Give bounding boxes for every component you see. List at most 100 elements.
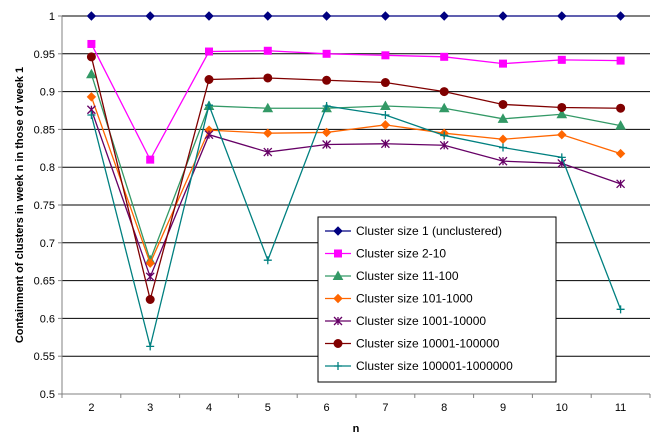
x-tick-label: 4 [206, 402, 212, 414]
data-point [438, 102, 450, 113]
data-point [322, 75, 332, 85]
series-7 [87, 101, 625, 351]
legend-marker [333, 339, 343, 348]
data-point [86, 52, 96, 62]
x-axis-title: n [353, 423, 360, 434]
data-point [616, 179, 626, 189]
data-point [498, 99, 508, 109]
series-1 [86, 11, 626, 21]
data-point [205, 47, 213, 56]
legend-label: Cluster size 1 (unclustered) [356, 224, 502, 238]
x-axis-ticks: 2 3 4 5 6 7 8 9 10 11 [61, 394, 651, 414]
data-point [499, 59, 507, 68]
data-point [263, 256, 272, 265]
data-point [204, 75, 214, 85]
series-line [90, 96, 621, 265]
data-point [204, 130, 214, 140]
y-tick-label: 0.75 [34, 200, 55, 212]
x-tick-label: 2 [88, 402, 94, 414]
data-point [615, 120, 626, 130]
data-point [380, 11, 391, 21]
data-point [321, 11, 332, 21]
legend-marker [333, 226, 343, 236]
legend-entry: Cluster size 2-10 [325, 247, 446, 261]
y-tick-label: 0.55 [34, 351, 55, 363]
data-point [439, 140, 449, 150]
data-point [322, 101, 331, 110]
series-line [90, 74, 621, 263]
x-tick-label: 5 [265, 402, 271, 414]
data-point [557, 153, 566, 162]
data-point [262, 102, 274, 113]
y-tick-label: 0.85 [34, 124, 55, 136]
data-point [263, 11, 273, 21]
data-point [322, 140, 332, 149]
legend-label: Cluster size 101-1000 [356, 292, 473, 306]
y-axis-ticks: 0.5 0.55 0.6 0.65 0.7 0.75 0.8 0.85 0.9 0.95 1 [34, 11, 62, 401]
y-axis-title: Containment of clusters in week n in tho… [14, 67, 26, 343]
legend-marker [332, 270, 344, 280]
legend-marker [333, 293, 343, 304]
legend-marker [334, 362, 342, 370]
legend-marker [333, 316, 343, 326]
data-point [616, 305, 625, 314]
x-tick-label: 9 [500, 402, 506, 414]
legend-entry: Cluster size 11-100 [325, 269, 459, 283]
x-tick-label: 11 [615, 402, 626, 414]
data-point [497, 113, 509, 123]
data-point [263, 73, 273, 83]
y-tick-label: 0.9 [40, 87, 55, 99]
data-point [557, 129, 567, 140]
data-point [87, 39, 96, 48]
data-point [146, 155, 155, 164]
data-point [321, 127, 332, 138]
legend-entry: Cluster size 1 (unclustered) [325, 224, 502, 238]
y-tick-label: 0.8 [40, 162, 55, 174]
legend-label: Cluster size 100001-1000000 [356, 359, 513, 373]
data-point [263, 46, 272, 55]
data-point [87, 111, 96, 120]
data-point [616, 56, 625, 65]
y-tick-label: 1 [49, 11, 55, 23]
data-point [86, 92, 97, 102]
data-point [145, 258, 155, 268]
x-tick-label: 6 [324, 402, 330, 414]
legend-label: Cluster size 1001-10000 [356, 314, 486, 328]
data-point [439, 87, 449, 97]
plot-area: 0.5 0.55 0.6 0.65 0.7 0.75 0.8 0.85 0.9 0.95 1 2 3 4… [34, 11, 651, 414]
series-line [90, 109, 621, 279]
data-point [146, 342, 155, 351]
data-point [498, 11, 508, 21]
legend-label: Cluster size 11-100 [356, 269, 459, 283]
series-2 [87, 39, 625, 164]
data-point [86, 11, 97, 21]
y-tick-label: 0.65 [34, 276, 55, 288]
data-point [380, 78, 390, 88]
legend-entry: Cluster size 10001-100000 [325, 337, 500, 351]
y-tick-label: 0.95 [34, 49, 55, 61]
data-point [439, 11, 449, 21]
data-point [204, 11, 214, 21]
x-tick-label: 8 [441, 402, 447, 414]
y-tick-label: 0.7 [40, 238, 55, 250]
data-point [557, 11, 567, 21]
series-line [90, 56, 621, 300]
legend-entry: Cluster size 1001-10000 [325, 314, 486, 328]
legend-label: Cluster size 10001-100000 [356, 337, 500, 351]
data-point [380, 139, 390, 149]
data-point [322, 49, 331, 58]
x-tick-label: 3 [147, 402, 153, 414]
data-point [380, 120, 391, 130]
legend: Cluster size 1 (unclustered) Cluster size… [317, 216, 557, 383]
x-tick-label: 7 [382, 402, 388, 414]
data-point [557, 55, 566, 64]
data-point [263, 147, 273, 157]
data-point [440, 131, 449, 140]
data-point [556, 108, 568, 119]
data-point [263, 128, 273, 138]
data-point [381, 111, 390, 120]
data-point [145, 272, 155, 282]
legend-box [317, 216, 557, 383]
series-layer [86, 11, 626, 351]
data-point [498, 134, 508, 144]
